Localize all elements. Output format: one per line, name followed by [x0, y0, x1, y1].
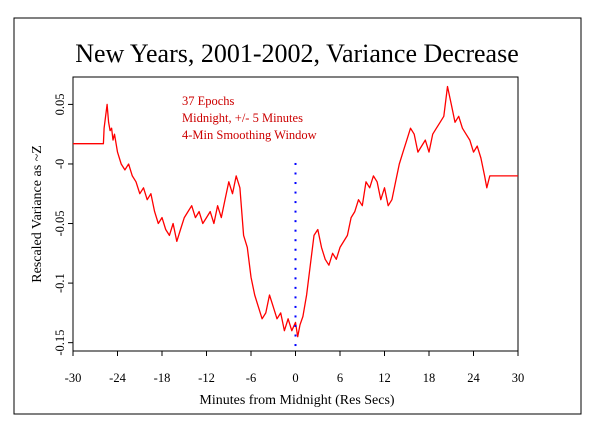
midnight-marker-point [294, 296, 297, 299]
midnight-marker-point [294, 210, 297, 213]
annotation-window: Midnight, +/- 5 Minutes [182, 111, 303, 125]
midnight-marker-point [294, 277, 297, 280]
midnight-markers [294, 162, 297, 347]
annotation-smoothing: 4-Min Smoothing Window [182, 128, 317, 142]
chart-title: New Years, 2001-2002, Variance Decrease [75, 39, 519, 68]
x-tick-label: -12 [198, 371, 215, 385]
midnight-marker-point [294, 248, 297, 251]
midnight-marker-point [294, 344, 297, 347]
annotation-epochs: 37 Epochs [182, 94, 235, 108]
y-tick-label: -0.15 [53, 330, 67, 356]
y-tick-label: -0.05 [53, 211, 67, 237]
midnight-marker-point [294, 315, 297, 318]
y-tick-label: 0.05 [53, 93, 67, 115]
outer-border [13, 17, 582, 415]
annotation-group: 37 Epochs Midnight, +/- 5 Minutes 4-Min … [182, 94, 317, 142]
midnight-marker-point [294, 191, 297, 194]
midnight-marker-point [294, 239, 297, 242]
midnight-marker-point [294, 305, 297, 308]
x-tick-label: -24 [109, 371, 126, 385]
midnight-marker-point [294, 258, 297, 261]
series-group [73, 85, 518, 338]
x-tick-label: -6 [246, 371, 256, 385]
midnight-marker-point [294, 172, 297, 175]
midnight-marker-point [294, 182, 297, 185]
x-axis-label: Minutes from Midnight (Res Secs) [199, 393, 395, 408]
x-tick-label: -18 [154, 371, 171, 385]
midnight-marker-point [294, 201, 297, 204]
y-axis-label: Rescaled Variance as ~Z [30, 145, 45, 283]
midnight-marker-point [294, 220, 297, 223]
midnight-marker-point [294, 286, 297, 289]
x-tick-label: -30 [65, 371, 82, 385]
series-line-0 [73, 85, 518, 338]
x-tick-label: 0 [292, 371, 298, 385]
midnight-marker-point [294, 162, 297, 165]
y-ticks: 0.05 -0 -0.05 -0.1 -0.15 [53, 93, 73, 356]
x-tick-label: 18 [423, 371, 436, 385]
midnight-marker-point [294, 229, 297, 232]
y-tick-label: -0.1 [53, 273, 67, 293]
x-tick-label: 30 [512, 371, 525, 385]
midnight-marker-point [294, 334, 297, 337]
x-tick-label: 12 [378, 371, 391, 385]
y-tick-label: -0 [53, 159, 67, 169]
x-tick-label: 6 [337, 371, 343, 385]
x-ticks: -30 -24 -18 -12 -6 0 6 12 18 24 30 [65, 351, 525, 385]
x-tick-label: 24 [467, 371, 480, 385]
midnight-marker-point [294, 267, 297, 270]
midnight-marker-point [294, 324, 297, 327]
